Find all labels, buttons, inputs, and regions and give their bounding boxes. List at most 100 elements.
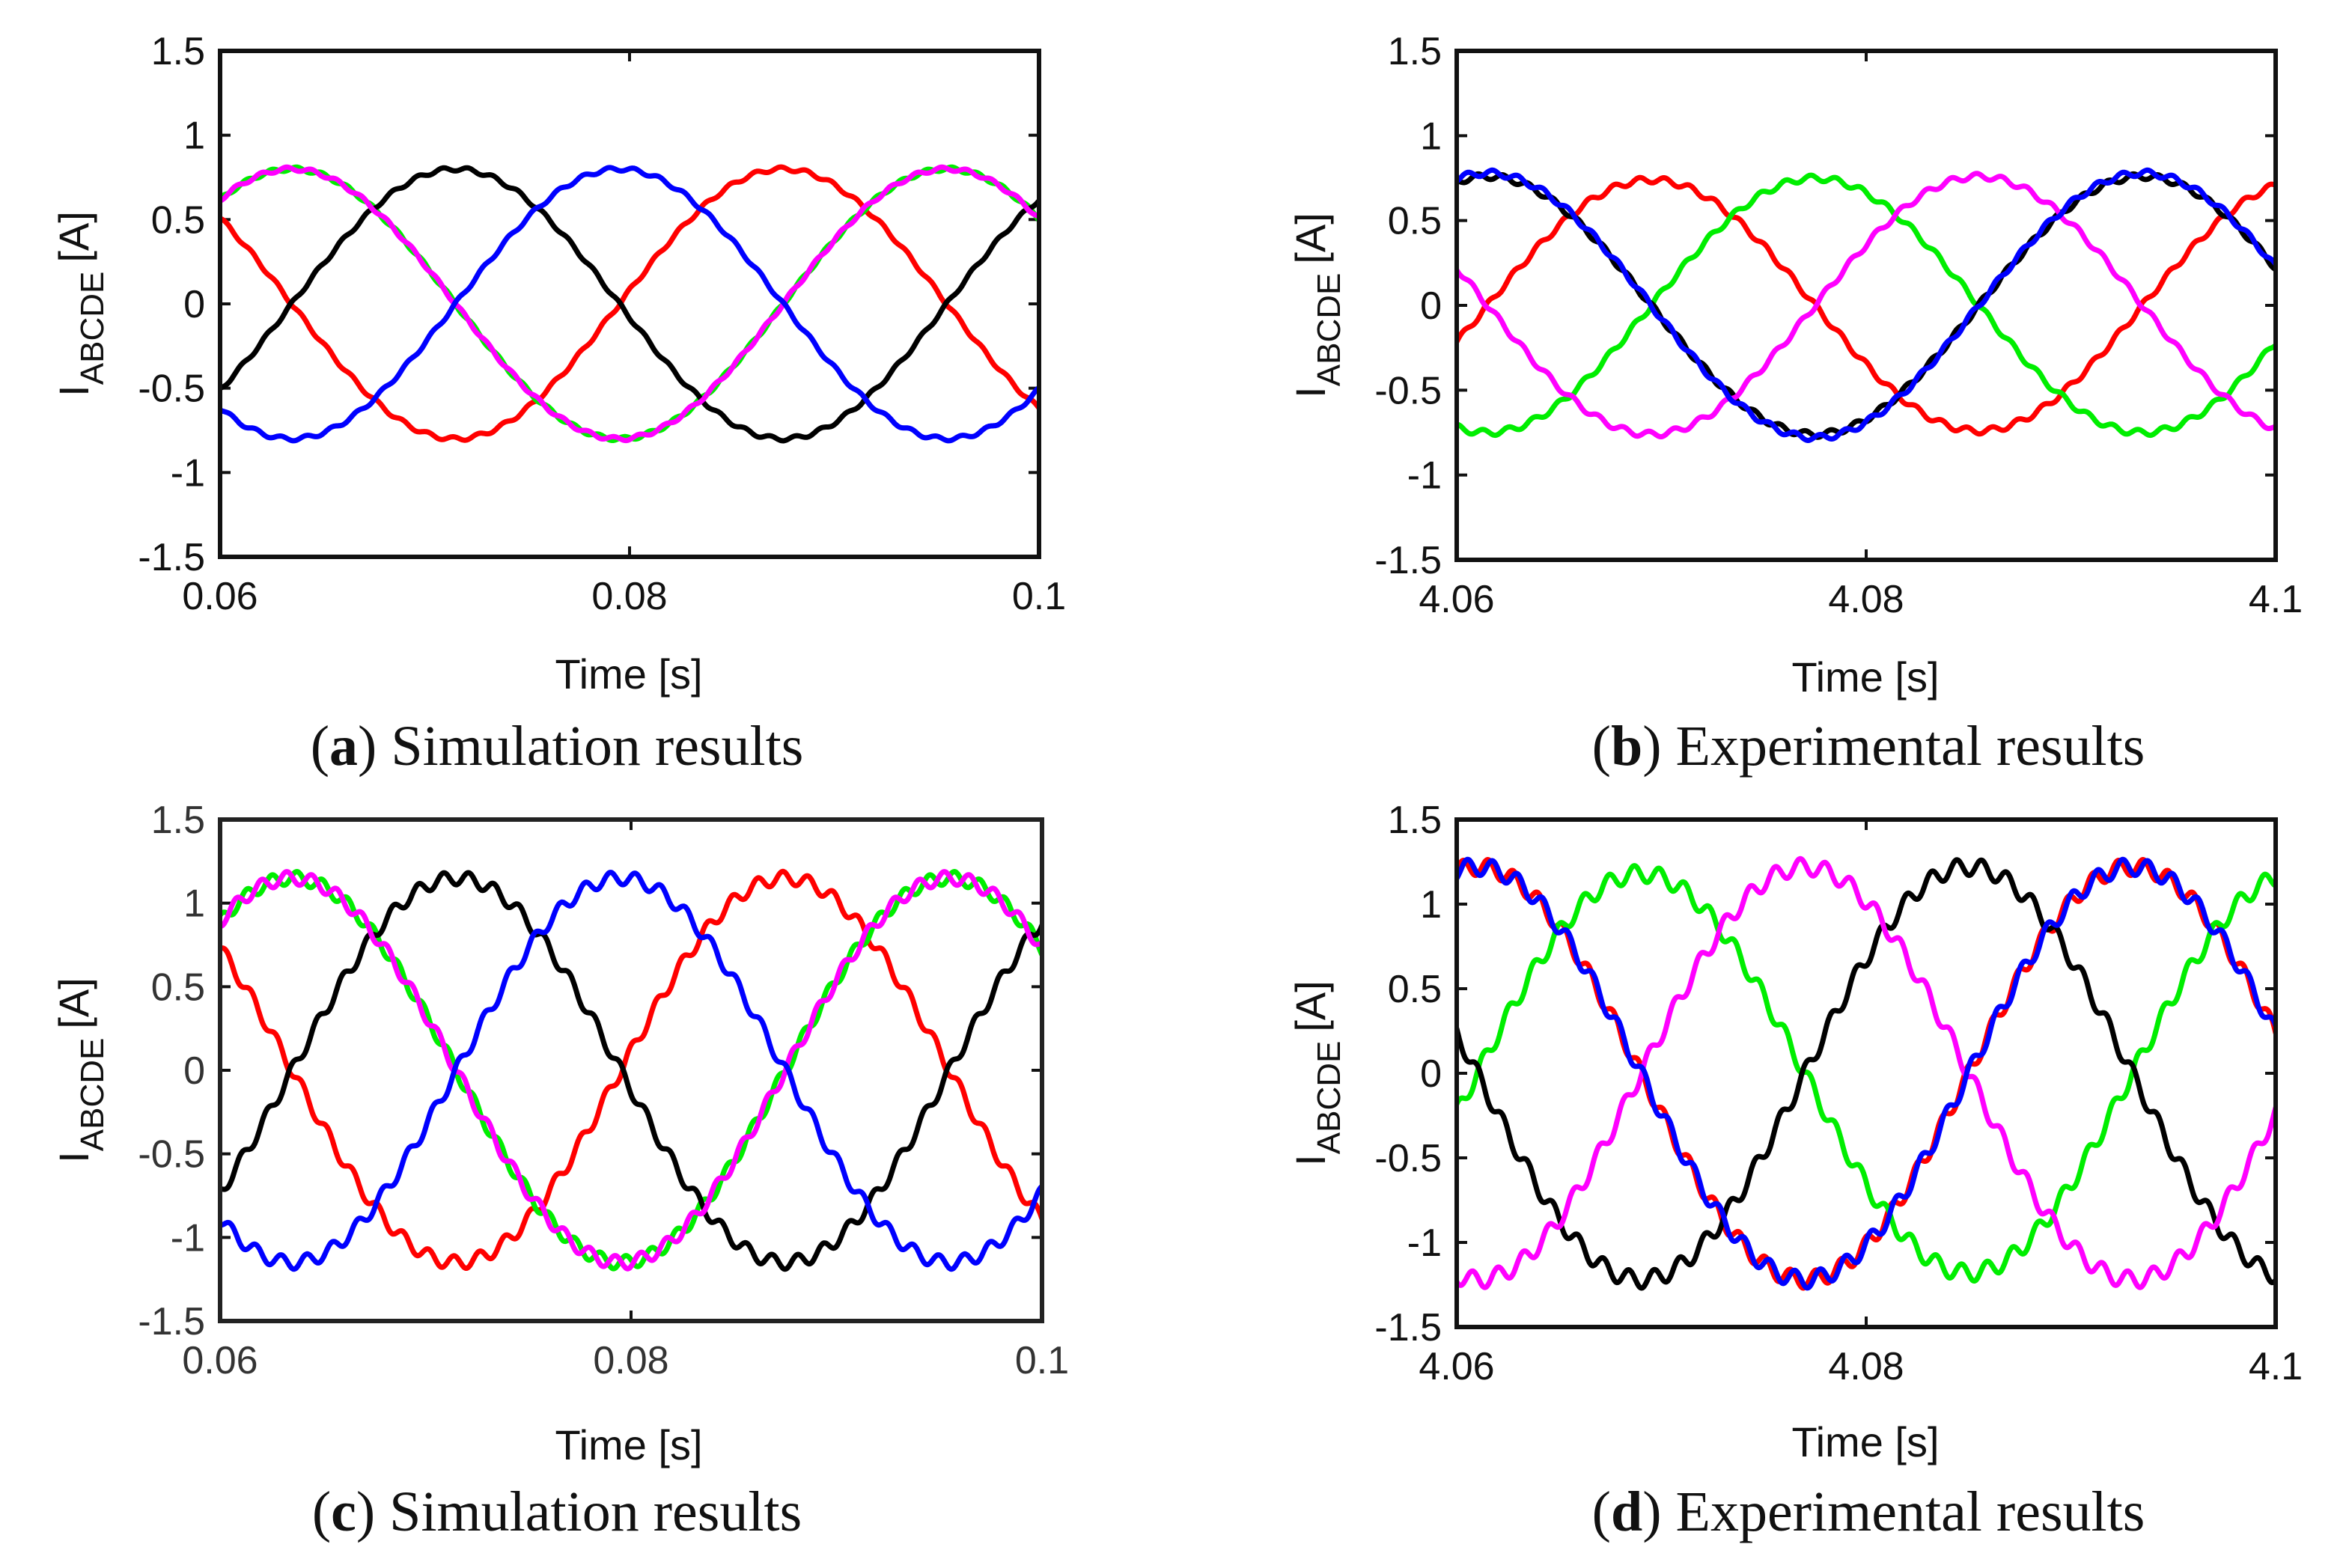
caption-text: Simulation results bbox=[391, 715, 803, 778]
plot-area bbox=[1454, 817, 2278, 1329]
y-tick-label: 0.5 bbox=[1388, 200, 1442, 243]
y-axis-label: IABCDE [A] bbox=[1287, 980, 1347, 1166]
y-axis-label: IABCDE [A] bbox=[50, 977, 111, 1163]
series-line-red bbox=[220, 164, 1039, 443]
y-axis-label-sub: ABCDE bbox=[74, 1038, 111, 1152]
y-tick-label: 0 bbox=[183, 1049, 205, 1093]
y-tick-label: 0 bbox=[1420, 284, 1442, 328]
caption-paren-close: ) bbox=[356, 1480, 389, 1543]
caption-letter: c bbox=[331, 1480, 356, 1543]
plot-border bbox=[1454, 817, 2278, 1329]
caption-letter: b bbox=[1611, 715, 1642, 778]
x-tick-label: 4.06 bbox=[1419, 1345, 1494, 1388]
caption-paren-open: ( bbox=[312, 1480, 331, 1543]
series-line-blue bbox=[220, 870, 1042, 1272]
chart-panel-d: 1.5 1 0.5 0 -0.5 -1 -1.54.06 4.08 4.1 Time [s] IAB… bbox=[1287, 799, 2303, 1543]
panel-caption: (a) Simulation results bbox=[311, 715, 804, 778]
plot-area bbox=[218, 49, 1041, 559]
caption-text: Experimental results bbox=[1676, 1480, 2145, 1543]
series-line-black bbox=[220, 870, 1042, 1272]
y-tick-label: 0.5 bbox=[151, 198, 205, 242]
caption-letter: a bbox=[329, 715, 358, 778]
x-tick-label: 4.1 bbox=[2249, 578, 2303, 621]
y-axis-label-unit: [A] bbox=[50, 211, 97, 262]
plot-border bbox=[218, 49, 1041, 559]
y-tick-label: -1.5 bbox=[138, 536, 205, 579]
caption-paren-open: ( bbox=[1592, 1480, 1611, 1543]
series-group bbox=[1457, 855, 2276, 1291]
y-axis-label-unit: [A] bbox=[50, 977, 97, 1028]
y-tick-label: 1.5 bbox=[151, 799, 205, 842]
caption-paren-open: ( bbox=[311, 715, 329, 778]
panel-caption: (d) Experimental results bbox=[1592, 1480, 2145, 1543]
x-axis-label: Time [s] bbox=[555, 650, 702, 698]
chart-panel-b: 1.5 1 0.5 0 -0.5 -1 -1.54.06 4.08 4.1 Time [s] IAB… bbox=[1287, 30, 2303, 778]
x-axis-label: Time [s] bbox=[555, 1421, 702, 1468]
y-tick-label: 1 bbox=[1420, 883, 1442, 927]
plot-area bbox=[1454, 49, 2278, 562]
series-line-magenta bbox=[1457, 171, 2276, 439]
y-tick-label: -1.5 bbox=[1374, 539, 1442, 582]
series-group bbox=[1457, 167, 2276, 443]
series-line-green bbox=[1457, 172, 2276, 439]
x-tick-label: 0.1 bbox=[1012, 575, 1066, 618]
caption-paren-close: ) bbox=[1642, 715, 1675, 778]
plot-border bbox=[1454, 49, 2278, 562]
y-tick-label: -0.5 bbox=[138, 1133, 205, 1177]
y-tick-label: -1.5 bbox=[1374, 1306, 1442, 1349]
caption-letter: d bbox=[1611, 1480, 1642, 1543]
caption-paren-close: ) bbox=[1642, 1480, 1675, 1543]
series-line-red bbox=[220, 868, 1042, 1271]
y-tick-label: -1 bbox=[171, 1216, 205, 1260]
caption-paren-open: ( bbox=[1592, 715, 1611, 778]
panel-caption: (b) Experimental results bbox=[1592, 715, 2145, 778]
x-tick-label: 4.1 bbox=[2249, 1345, 2303, 1388]
y-tick-label: -1.5 bbox=[138, 1300, 205, 1343]
y-tick-label: -1 bbox=[1407, 454, 1442, 498]
y-tick-label: 1 bbox=[1420, 115, 1442, 158]
y-axis-label-main: I bbox=[50, 385, 97, 397]
y-axis-label: IABCDE [A] bbox=[1287, 213, 1347, 398]
x-tick-label: 0.1 bbox=[1015, 1339, 1069, 1382]
y-axis-label-main: I bbox=[1287, 386, 1334, 398]
y-tick-label: 0 bbox=[1420, 1052, 1442, 1096]
y-axis-label-unit: [A] bbox=[1287, 213, 1334, 263]
series-line-magenta bbox=[220, 164, 1039, 444]
x-tick-label: 4.06 bbox=[1419, 578, 1494, 621]
series-line-blue bbox=[1457, 167, 2276, 443]
series-group bbox=[220, 164, 1039, 444]
y-tick-label: 1 bbox=[183, 882, 205, 926]
y-tick-label: 1.5 bbox=[1388, 799, 1442, 842]
series-line-black bbox=[1457, 857, 2276, 1291]
series-line-green bbox=[1457, 863, 2276, 1284]
y-tick-label: -0.5 bbox=[138, 367, 205, 411]
caption-text: Experimental results bbox=[1676, 715, 2145, 778]
x-axis-label: Time [s] bbox=[1791, 1418, 1939, 1465]
x-tick-label: 0.08 bbox=[593, 1339, 668, 1382]
y-tick-label: 0 bbox=[183, 283, 205, 326]
panel-caption: (c) Simulation results bbox=[312, 1480, 802, 1543]
y-tick-label: 1.5 bbox=[1388, 30, 1442, 73]
y-tick-label: 0.5 bbox=[1388, 968, 1442, 1011]
caption-text: Simulation results bbox=[389, 1480, 802, 1543]
series-line-black bbox=[220, 165, 1039, 444]
caption-paren-close: ) bbox=[358, 715, 391, 778]
x-tick-label: 0.06 bbox=[182, 575, 258, 618]
y-tick-label: -1 bbox=[1407, 1221, 1442, 1265]
y-axis-label: IABCDE [A] bbox=[50, 211, 111, 397]
y-axis-label-sub: ABCDE bbox=[1311, 1041, 1347, 1155]
y-axis-label-main: I bbox=[1287, 1154, 1334, 1166]
x-tick-label: 0.08 bbox=[591, 575, 667, 618]
y-tick-label: -1 bbox=[171, 451, 205, 495]
y-tick-label: -0.5 bbox=[1374, 369, 1442, 412]
y-tick-label: 1 bbox=[183, 115, 205, 158]
y-tick-label: 1.5 bbox=[151, 30, 205, 73]
series-line-magenta bbox=[1457, 855, 2276, 1290]
series-line-green bbox=[220, 869, 1042, 1272]
x-tick-label: 0.06 bbox=[182, 1339, 258, 1382]
y-axis-label-unit: [A] bbox=[1287, 980, 1334, 1031]
series-line-blue bbox=[220, 165, 1039, 444]
chart-panel-a: 1.5 1 0.5 0 -0.5 -1 -1.50.06 0.08 0.1 Time [s] IAB… bbox=[50, 30, 1066, 778]
series-group bbox=[220, 868, 1042, 1272]
